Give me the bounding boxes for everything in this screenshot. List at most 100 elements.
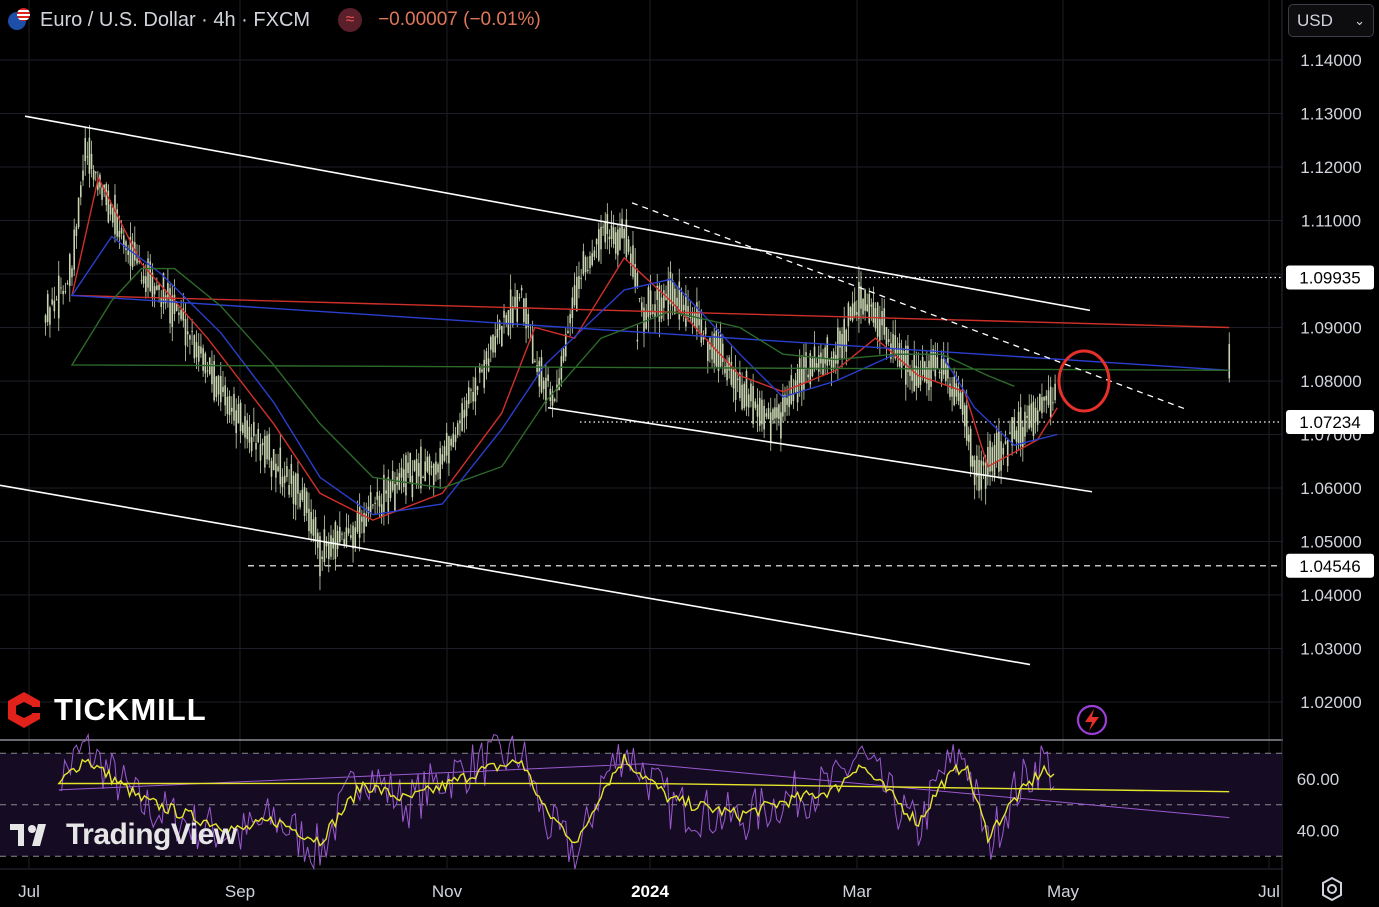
candle-body xyxy=(872,302,875,323)
candle-body xyxy=(841,333,843,360)
candle-body xyxy=(354,527,357,548)
candle-body xyxy=(286,466,288,478)
candle-body xyxy=(1022,427,1024,448)
candle-body xyxy=(788,395,790,408)
candle-body xyxy=(217,375,220,395)
candle-body xyxy=(411,475,414,498)
candle-body xyxy=(887,339,890,343)
candle-body xyxy=(645,310,648,329)
candle-body xyxy=(614,232,617,254)
candle-body xyxy=(815,363,818,370)
candle-body xyxy=(706,340,709,362)
candle-body xyxy=(277,466,279,472)
candle-body xyxy=(365,513,368,527)
candle-body xyxy=(470,389,472,391)
candle-body xyxy=(46,293,49,322)
candle-body xyxy=(1043,397,1045,401)
candle-body xyxy=(680,292,683,312)
candle-body xyxy=(383,474,385,512)
candle-body xyxy=(483,359,485,388)
eurusd-flag-icon xyxy=(8,8,32,32)
candle-body xyxy=(147,258,149,288)
candle-body xyxy=(932,349,934,368)
currency-selector[interactable]: USD ⌄ xyxy=(1288,4,1374,37)
candle-body xyxy=(352,525,354,549)
candle-body xyxy=(378,495,381,507)
candle-body xyxy=(638,298,641,300)
candle-body xyxy=(118,230,121,238)
chevron-down-icon: ⌄ xyxy=(1354,12,1365,28)
candle-body xyxy=(978,459,980,491)
candle-body xyxy=(169,288,171,324)
moving-averages xyxy=(70,175,1230,521)
candle-body xyxy=(439,448,441,480)
candle-body xyxy=(571,297,574,319)
candle-body xyxy=(866,304,868,312)
candle-body xyxy=(250,437,253,452)
candle-body xyxy=(702,336,705,340)
candle-body xyxy=(907,345,909,372)
candle-body xyxy=(879,319,881,341)
candle-body xyxy=(520,287,523,291)
indicator-icon[interactable]: ≈ xyxy=(338,8,363,32)
candle-body xyxy=(761,399,763,425)
candle-body xyxy=(828,358,831,362)
candle-body xyxy=(736,378,739,381)
candle-body xyxy=(279,447,282,485)
candle-body xyxy=(369,492,372,515)
candle-body xyxy=(230,407,233,412)
candle-body xyxy=(796,367,799,403)
candle-body xyxy=(253,421,255,437)
candle-body xyxy=(600,227,602,250)
candle-body xyxy=(663,290,665,308)
candle-body xyxy=(82,170,84,181)
candle-body xyxy=(862,299,864,315)
rsi-signal-line xyxy=(57,753,1230,847)
candle-body xyxy=(290,463,293,485)
candle-body xyxy=(792,394,795,402)
candle-body xyxy=(567,330,569,334)
settings-gear-icon[interactable] xyxy=(1318,875,1346,903)
candle-body xyxy=(193,335,196,359)
candle-body xyxy=(53,300,56,312)
candle-body xyxy=(849,307,852,320)
candle-body xyxy=(693,313,696,327)
candle-body xyxy=(233,393,235,421)
candle-body xyxy=(998,430,1000,472)
price-label-text: 1.04546 xyxy=(1299,557,1360,576)
trendlines xyxy=(0,115,1186,736)
symbol-title[interactable]: Euro / U.S. Dollar · 4h · FXCM xyxy=(40,8,311,31)
candle-body xyxy=(186,331,189,335)
tradingview-wordmark: TradingView xyxy=(66,818,237,851)
candle-body xyxy=(350,535,352,538)
candle-body xyxy=(358,507,361,538)
candle-body xyxy=(503,310,505,318)
candle-body xyxy=(1030,403,1033,428)
candle-body xyxy=(441,454,444,465)
candle-body xyxy=(540,357,543,393)
candle-body xyxy=(717,336,720,371)
candle-body xyxy=(900,348,903,369)
candle-body xyxy=(226,396,229,414)
candle-body xyxy=(987,447,989,476)
candle-body xyxy=(516,290,519,322)
candle-body xyxy=(851,303,854,321)
candle-body xyxy=(385,490,387,494)
candle-body xyxy=(839,330,841,348)
candle-body xyxy=(213,361,215,401)
candle-body xyxy=(807,374,809,378)
candle-body xyxy=(1013,417,1016,439)
candle-body xyxy=(272,449,275,471)
candle-body xyxy=(917,367,920,388)
candle-body xyxy=(724,366,726,374)
candle-body xyxy=(868,293,871,324)
candle-body xyxy=(1034,407,1037,422)
candle-body xyxy=(60,287,62,289)
candle-body xyxy=(636,339,639,342)
candle-body xyxy=(164,295,167,304)
candle-body xyxy=(704,327,707,335)
candle-body xyxy=(182,308,185,321)
candle-body xyxy=(632,245,634,277)
candle-body xyxy=(534,361,536,363)
